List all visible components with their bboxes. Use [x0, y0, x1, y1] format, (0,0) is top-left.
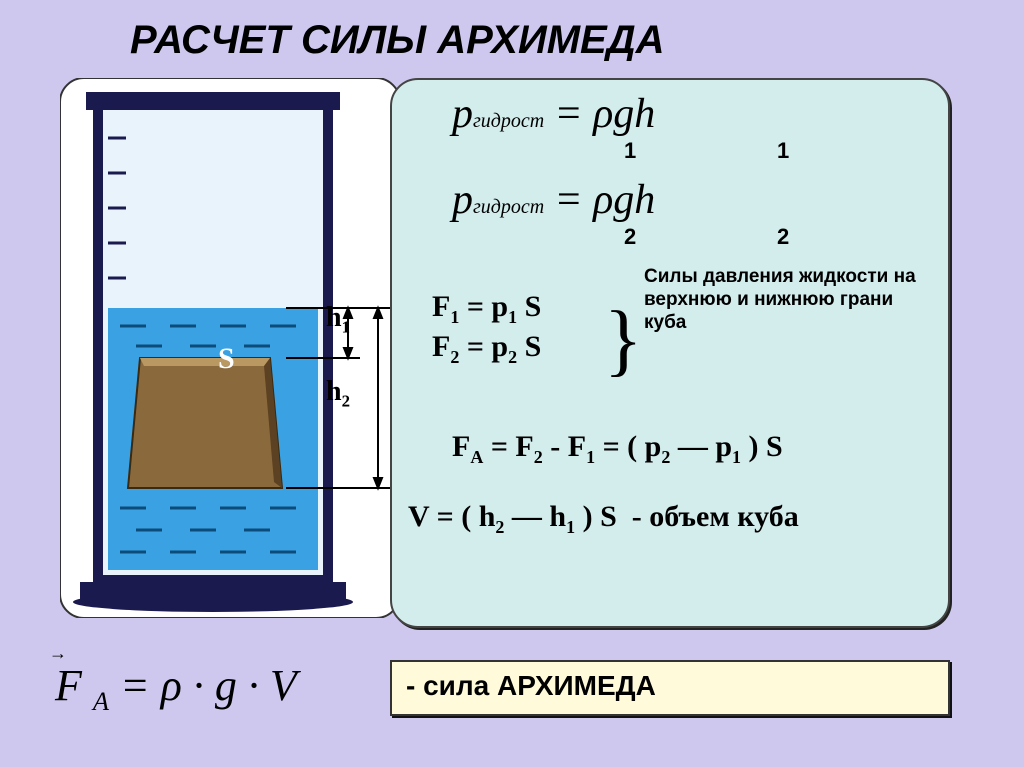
formula-panel: pгидрост = ρgh 1 1 pгидрост = ρgh 2 2 h1… — [390, 78, 950, 628]
archimedes-label-box: - сила АРХИМЕДА — [390, 660, 950, 716]
f1-line: F1 = p1 S — [432, 290, 541, 328]
page-title: РАСЧЕТ СИЛЫ АРХИМЕДА — [130, 18, 665, 63]
p2-sym: p — [452, 177, 473, 223]
side-text: Силы давления жидкости на верхнюю и нижн… — [644, 266, 924, 334]
beaker-diagram: S — [60, 78, 400, 618]
sub-2b: 2 — [777, 224, 789, 250]
s-label: S — [218, 342, 235, 376]
final-formula: → F A = ρ · g · V — [55, 660, 297, 717]
h1-label: h1 — [326, 302, 350, 338]
fa-line: FA = F2 - F1 = ( p2 — p1 ) S — [452, 430, 783, 468]
eq2-rhs: = ρgh — [554, 177, 655, 223]
sub-2a: 2 — [624, 224, 636, 250]
sub-1a: 1 — [624, 138, 636, 164]
p-sym: p — [452, 91, 473, 137]
eq-p2: pгидрост = ρgh — [452, 176, 655, 224]
brace-icon: } — [604, 316, 642, 364]
sub-1b: 1 — [777, 138, 789, 164]
p1-sub: гидрост — [473, 110, 544, 132]
f2-line: F2 = p2 S — [432, 330, 541, 368]
h2-label: h2 — [326, 376, 350, 412]
p2-sub: гидрост — [473, 196, 544, 218]
archimedes-label: - сила АРХИМЕДА — [406, 670, 656, 701]
eq-p1: pгидрост = ρgh — [452, 90, 655, 138]
v-line: V = ( h2 — h1 ) S - объем куба — [408, 500, 799, 538]
eq1-rhs: = ρgh — [554, 91, 655, 137]
